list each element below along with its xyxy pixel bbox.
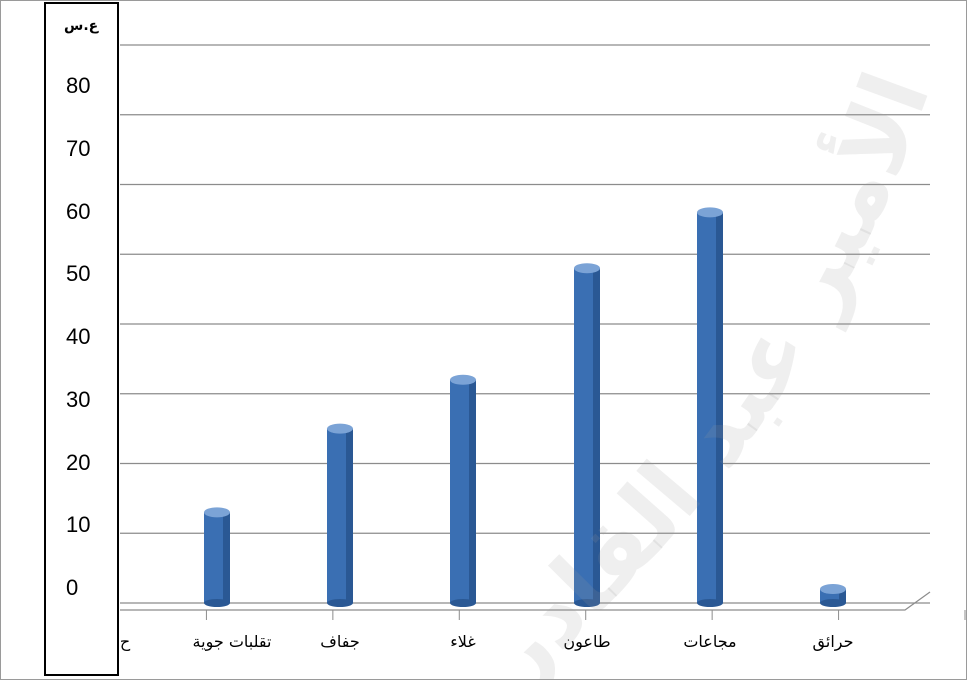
y-tick-label-10: 10 bbox=[66, 512, 91, 538]
x-category-label: حرائق bbox=[812, 632, 854, 651]
x-category-label: مجاعات bbox=[683, 632, 737, 651]
x-category-label: جفاف bbox=[320, 632, 360, 651]
x-category-label: تقلبات جوية bbox=[192, 632, 272, 651]
bar-6 bbox=[820, 584, 846, 607]
y-tick-label-20: 20 bbox=[66, 449, 91, 475]
y-tick-label-0: 0 bbox=[66, 575, 79, 600]
x-category-label: غلاء bbox=[450, 632, 476, 651]
y-tick-label-70: 70 bbox=[66, 135, 91, 161]
floor-line bbox=[120, 591, 931, 611]
bar-3 bbox=[450, 374, 476, 607]
x-category-label: ح bbox=[119, 632, 131, 651]
y-tick-label-60: 60 bbox=[66, 198, 91, 224]
bar-4 bbox=[574, 263, 600, 607]
y-tick-label-50: 50 bbox=[66, 261, 91, 287]
bar-2 bbox=[327, 423, 353, 607]
y-tick-label-30: 30 bbox=[66, 386, 91, 412]
y-axis-panel: ع.س 0 10 20 30 40 50 60 70 80 bbox=[44, 2, 119, 676]
y-axis-unit-label: ع.س bbox=[64, 18, 99, 34]
y-tick-label-40: 40 bbox=[66, 324, 91, 349]
y-tick-label-80: 80 bbox=[66, 73, 91, 98]
x-category-label: طاعون bbox=[563, 632, 611, 651]
bar-5 bbox=[697, 207, 723, 607]
bar-1 bbox=[204, 507, 230, 607]
